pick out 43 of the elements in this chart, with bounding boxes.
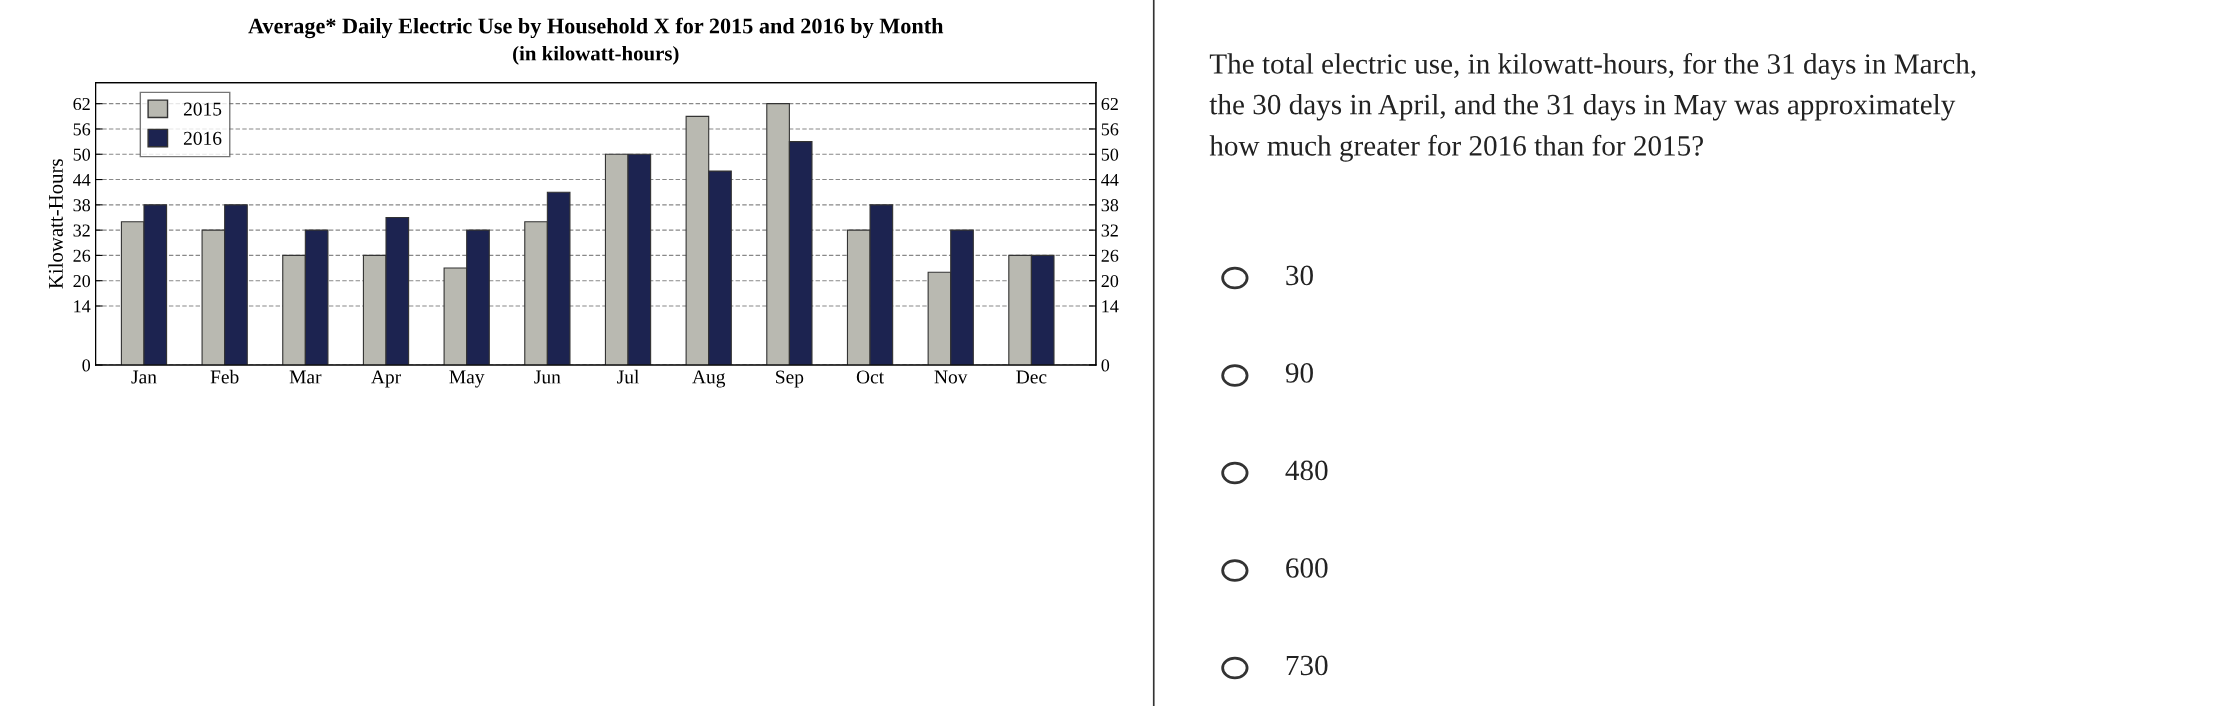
y2-tick-label: 26 — [1101, 249, 1119, 262]
chart-title: Average* Daily Electric Use by Household X for 2015 and 2016 by Month — [248, 17, 944, 39]
x-tick-label: Jan — [131, 370, 157, 384]
y2-tick-label: 50 — [1101, 148, 1119, 161]
text: 480 — [1285, 460, 1328, 481]
x-tick-label: Apr — [371, 370, 401, 388]
x-tick-label: Jun — [534, 370, 561, 384]
y2-tick-label: 32 — [1101, 224, 1118, 237]
y-tick-label: 26 — [73, 249, 91, 262]
y2-tick-label: 44 — [1101, 173, 1119, 186]
text: 90 — [1285, 363, 1313, 383]
y-tick-label: 38 — [73, 199, 91, 212]
chart-subtitle: (in kilowatt-hours) — [513, 45, 679, 65]
y-axis-title: Kilowatt-Hours — [48, 159, 63, 289]
text: 30 — [1286, 265, 1313, 286]
y2-tick-label: 14 — [1102, 300, 1119, 313]
legend-label: 2015 — [183, 102, 222, 116]
x-tick-label: Dec — [1016, 370, 1047, 384]
y-tick-label: 50 — [73, 148, 91, 161]
x-tick-label: Aug — [692, 370, 726, 388]
x-tick-label: Oct — [856, 370, 884, 384]
y2-tick-label: 56 — [1101, 123, 1119, 136]
text: The total electric use, in kilowatt-hours, for the 31 days in March, the 30 days in April, and the 31 days in May was approximately how much greater for 2016 than for 2015? — [1209, 52, 1976, 162]
legend-label: 2016 — [183, 131, 222, 145]
x-tick-label: Feb — [210, 369, 239, 384]
y2-tick-label: 62 — [1101, 97, 1118, 111]
y2-tick-label: 0 — [1101, 359, 1110, 372]
y-tick-label: 14 — [74, 300, 91, 313]
y-tick-label: 0 — [82, 359, 91, 372]
y-tick-label: 56 — [73, 123, 91, 136]
x-tick-label: Sep — [776, 370, 804, 388]
y-tick-label: 44 — [73, 173, 91, 186]
y-tick-label: 20 — [73, 274, 91, 288]
x-tick-label: Nov — [934, 370, 968, 384]
x-tick-label: May — [449, 370, 485, 388]
text: 600 — [1286, 558, 1328, 578]
y-tick-label: 62 — [73, 97, 90, 111]
y2-tick-label: 38 — [1101, 199, 1119, 212]
x-tick-label: Mar — [289, 370, 322, 384]
y-tick-label: 32 — [73, 224, 90, 237]
x-tick-label: Jul — [617, 369, 639, 384]
y2-tick-label: 20 — [1101, 274, 1119, 288]
text: 730 — [1286, 655, 1328, 676]
